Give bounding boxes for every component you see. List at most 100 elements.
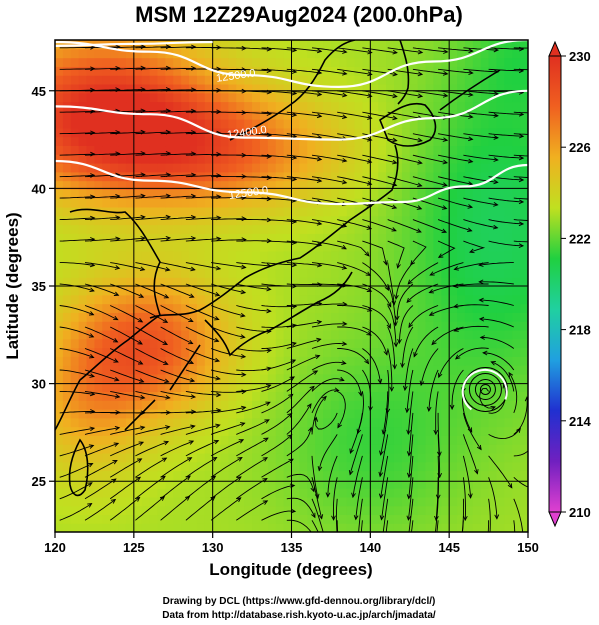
heatmap-cell: [393, 329, 403, 340]
streamline-arrow: [417, 160, 423, 165]
heatmap-cell: [236, 444, 245, 454]
streamline-arrow: [89, 287, 95, 293]
heatmap-cell: [236, 119, 245, 129]
heatmap-cell: [110, 189, 119, 199]
streamline-arrow: [417, 137, 423, 143]
heatmap-cell: [330, 189, 340, 199]
heatmap-cell: [259, 303, 269, 313]
heatmap-cell: [417, 75, 427, 85]
heatmap-cell: [141, 514, 151, 524]
heatmap-cell: [386, 127, 395, 138]
heatmap-cell: [299, 48, 308, 59]
heatmap-cell: [441, 347, 450, 357]
streamline: [380, 412, 389, 455]
heatmap-cell: [244, 189, 253, 199]
heatmap-cell: [125, 57, 135, 67]
streamline-arrow: [429, 271, 435, 276]
heatmap-cell: [441, 259, 450, 270]
heatmap-cell: [181, 461, 190, 472]
heatmap-cell: [488, 163, 498, 173]
heatmap-cell: [62, 92, 72, 103]
heatmap-cell: [149, 224, 159, 234]
heatmap-cell: [441, 57, 450, 67]
heatmap-cell: [110, 523, 119, 532]
heatmap-cell: [125, 338, 135, 349]
heatmap-cell: [62, 294, 72, 305]
heatmap-cell: [236, 48, 245, 59]
heatmap-cell: [94, 145, 103, 155]
heatmap-cell: [55, 365, 64, 375]
heatmap-cell: [496, 373, 505, 384]
heatmap-cell: [133, 523, 143, 532]
heatmap-cell: [315, 452, 324, 463]
heatmap-cell: [472, 435, 482, 445]
heatmap-cell: [472, 92, 482, 103]
streamline: [84, 390, 120, 398]
heatmap-cell: [433, 435, 442, 445]
streamline-arrow: [493, 47, 500, 53]
streamline: [135, 262, 170, 271]
heatmap-cell: [457, 119, 466, 129]
streamline-arrow: [90, 173, 96, 178]
heatmap-cell: [157, 329, 166, 340]
heatmap-cell: [346, 250, 356, 261]
heatmap-cell: [173, 400, 182, 410]
streamline-arrow: [215, 423, 221, 429]
colorbar-tick-label: 218: [569, 323, 591, 338]
heatmap-cell: [259, 444, 269, 454]
heatmap-cell: [86, 189, 96, 199]
heatmap-cell: [520, 286, 528, 296]
heatmap-cell: [173, 496, 182, 507]
streamline: [410, 240, 427, 265]
heatmap-cell: [196, 400, 206, 410]
heatmap-cell: [441, 356, 450, 366]
streamline-arrow: [467, 181, 474, 186]
streamline-arrow: [240, 422, 246, 427]
heatmap-cell: [330, 75, 340, 85]
heatmap-cell: [94, 347, 103, 357]
heatmap-cell: [62, 57, 72, 67]
streamline-arrow: [435, 494, 441, 500]
heatmap-cell: [78, 250, 88, 261]
heatmap-cell: [464, 145, 474, 155]
heatmap-cell: [78, 198, 88, 208]
heatmap-cell: [346, 479, 356, 489]
streamline-arrow: [341, 360, 347, 365]
coastline-japan: [149, 144, 399, 319]
heatmap-cell: [236, 382, 245, 393]
heatmap-cell: [512, 250, 521, 261]
heatmap-cell: [275, 101, 285, 111]
heatmap-cell: [417, 189, 427, 199]
streamline: [261, 458, 294, 478]
heatmap-cell: [244, 479, 253, 489]
streamline-arrow: [88, 311, 95, 316]
heatmap-cell: [267, 75, 277, 85]
heatmap-cell: [362, 391, 371, 401]
heatmap-cell: [464, 294, 474, 305]
heatmap-cell: [504, 189, 513, 199]
heatmap-cell: [165, 40, 174, 50]
heatmap-cell: [86, 338, 96, 349]
heatmap-cell: [55, 268, 64, 278]
heatmap-cell: [173, 189, 182, 199]
heatmap-cell: [401, 329, 411, 340]
heatmap-cell: [441, 110, 450, 120]
heatmap-cell: [488, 514, 498, 524]
heatmap-cell: [62, 242, 72, 252]
heatmap-cell: [102, 417, 111, 428]
heatmap-cell: [433, 233, 442, 243]
streamline: [513, 397, 528, 435]
streamline-arrow: [518, 155, 525, 161]
heatmap-cell: [125, 444, 135, 454]
heatmap-cell: [196, 321, 206, 331]
heatmap-cell: [393, 356, 403, 366]
heatmap-cell: [157, 338, 166, 349]
streamline-arrow: [431, 558, 435, 562]
heatmap-cell: [472, 286, 482, 296]
heatmap-cell: [378, 242, 387, 252]
heatmap-cell: [488, 294, 498, 305]
heatmap-cell: [480, 470, 490, 480]
heatmap-cell: [520, 321, 528, 331]
heatmap-cell: [220, 391, 230, 401]
heatmap-cell: [330, 83, 340, 94]
